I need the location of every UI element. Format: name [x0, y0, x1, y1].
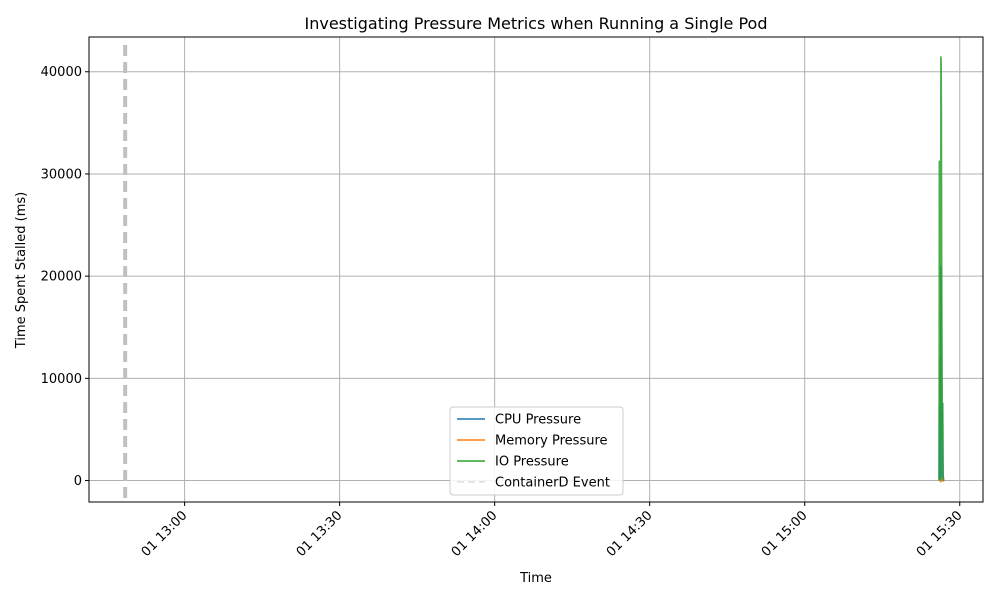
plot-frame [88, 36, 984, 503]
y-tick-label: 20000 [41, 270, 82, 285]
x-axis-title: Time [519, 571, 552, 586]
legend-item-containerd: ContainerD Event [457, 476, 610, 491]
legend-label: IO Pressure [495, 455, 569, 470]
legend: CPU Pressure Memory Pressure IO Pressure Co… [449, 406, 624, 496]
legend-box [449, 406, 624, 496]
series-lines [938, 56, 945, 484]
y-axis-title: Time Spent Stalled (ms) [14, 192, 29, 349]
legend-label: ContainerD Event [495, 476, 610, 491]
legend-label: CPU Pressure [495, 413, 581, 428]
legend-item-io: IO Pressure [457, 455, 569, 470]
y-axis-ticks: 0 10000 20000 30000 40000 [41, 65, 89, 489]
io-pressure-line [938, 56, 945, 482]
y-tick-label: 0 [74, 474, 82, 489]
legend-item-cpu: CPU Pressure [457, 413, 581, 428]
chart-title: Investigating Pressure Metrics when Runn… [305, 14, 768, 33]
y-tick-label: 40000 [41, 65, 82, 80]
y-tick-label: 30000 [41, 167, 82, 182]
grid [89, 37, 983, 502]
legend-item-memory: Memory Pressure [457, 434, 608, 449]
y-tick-label: 10000 [41, 372, 82, 387]
legend-label: Memory Pressure [495, 434, 608, 449]
